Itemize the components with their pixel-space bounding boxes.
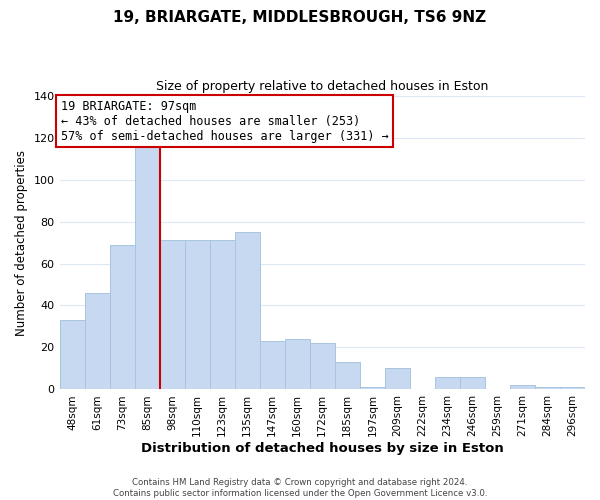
Bar (160, 240, 185, 390)
Title: Size of property relative to detached houses in Eston: Size of property relative to detached ho… (156, 80, 488, 93)
Text: 19, BRIARGATE, MIDDLESBROUGH, TS6 9NZ: 19, BRIARGATE, MIDDLESBROUGH, TS6 9NZ (113, 10, 487, 25)
Bar (134, 142, 160, 390)
Bar (435, 377, 460, 390)
Bar (209, 240, 235, 390)
Bar (385, 368, 410, 390)
Bar (335, 362, 360, 390)
Text: 19 BRIARGATE: 97sqm
← 43% of detached houses are smaller (253)
57% of semi-detac: 19 BRIARGATE: 97sqm ← 43% of detached ho… (61, 100, 389, 143)
Bar (510, 386, 535, 390)
Bar (535, 388, 560, 390)
Y-axis label: Number of detached properties: Number of detached properties (15, 150, 28, 336)
Bar (560, 388, 585, 390)
Bar (85, 293, 110, 390)
Bar (360, 388, 385, 390)
Bar (260, 341, 285, 390)
Bar (285, 339, 310, 390)
Bar (310, 344, 335, 390)
Bar (235, 232, 260, 390)
Bar (110, 244, 134, 390)
Bar (59, 320, 85, 390)
Text: Contains HM Land Registry data © Crown copyright and database right 2024.
Contai: Contains HM Land Registry data © Crown c… (113, 478, 487, 498)
X-axis label: Distribution of detached houses by size in Eston: Distribution of detached houses by size … (141, 442, 503, 455)
Bar (460, 377, 485, 390)
Bar (185, 240, 209, 390)
